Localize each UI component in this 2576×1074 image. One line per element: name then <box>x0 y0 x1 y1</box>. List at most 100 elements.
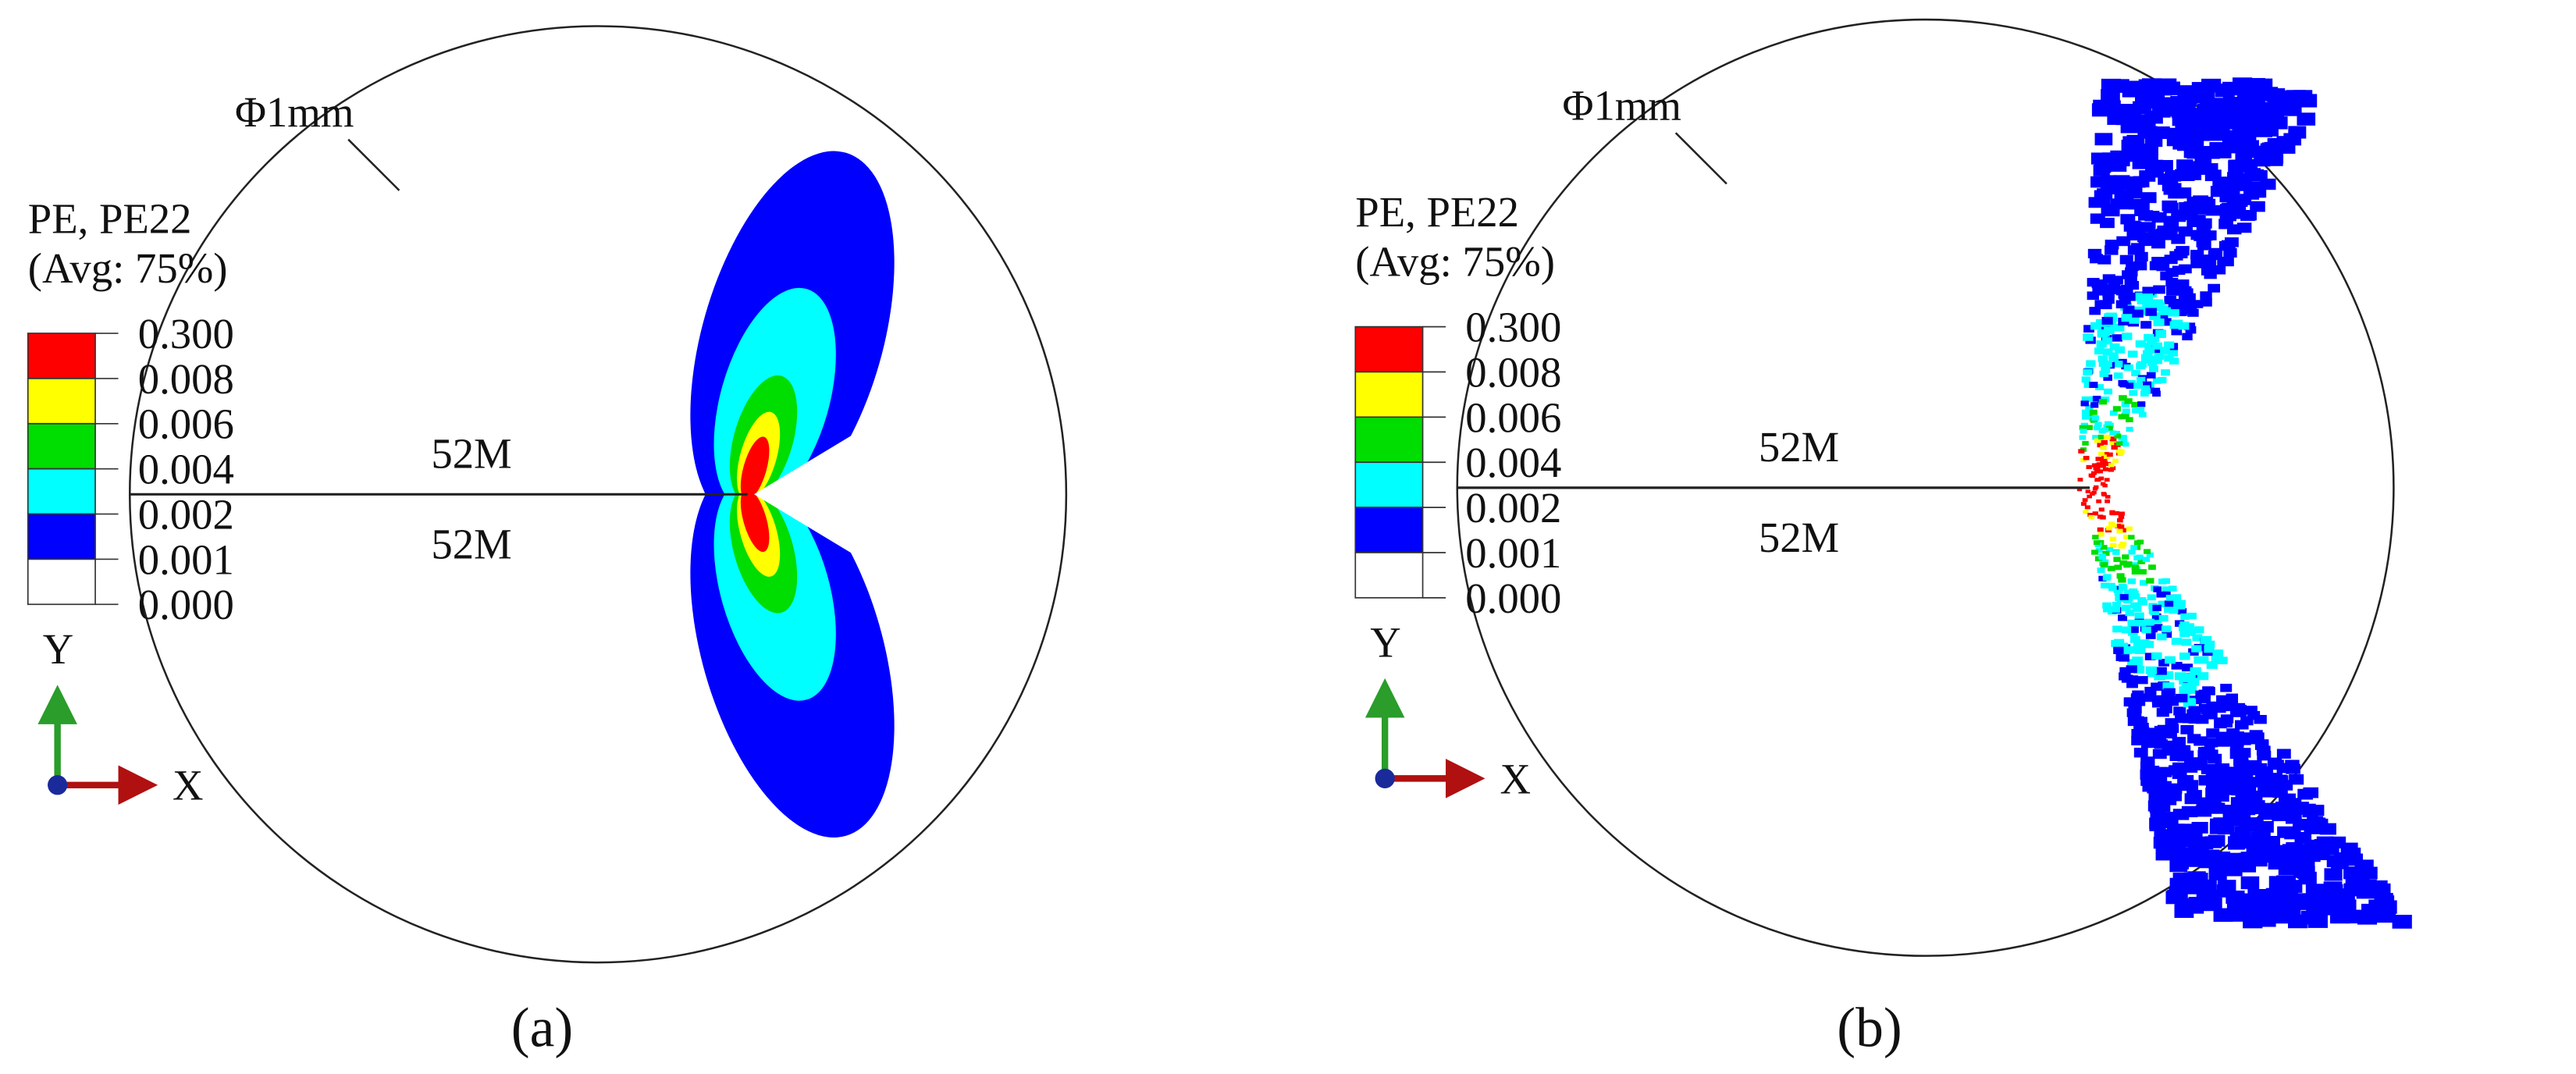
strain-element <box>2158 600 2169 607</box>
strain-element <box>2298 896 2318 910</box>
strain-element <box>2165 268 2179 277</box>
strain-element <box>2288 126 2307 139</box>
strain-element <box>2197 218 2212 229</box>
strain-element <box>2244 706 2258 715</box>
strain-element <box>2234 813 2251 824</box>
strain-element <box>2215 737 2230 747</box>
strain-element <box>2161 586 2171 592</box>
strain-element <box>2138 411 2147 418</box>
strain-element <box>2150 813 2167 824</box>
strain-element <box>2087 494 2092 499</box>
strain-element <box>2098 429 2106 434</box>
strain-element <box>2121 333 2133 340</box>
strain-element <box>2136 676 2148 685</box>
strain-element <box>2112 334 2122 342</box>
strain-element <box>2184 623 2194 631</box>
strain-element <box>2104 478 2110 482</box>
strain-element <box>2126 426 2133 432</box>
strain-element <box>2200 198 2216 210</box>
strain-element <box>2178 226 2194 237</box>
strain-element <box>2108 352 2119 360</box>
legend-label: 0.006 <box>1465 393 1561 441</box>
strain-element <box>2096 499 2102 503</box>
strain-element <box>2114 564 2122 571</box>
strain-element <box>2158 697 2171 706</box>
strain-element <box>2095 318 2108 327</box>
strain-element <box>2114 433 2122 439</box>
strain-element <box>2113 557 2121 562</box>
strain-element <box>2144 686 2157 695</box>
strain-element <box>2114 589 2123 596</box>
strain-element <box>2324 868 2343 881</box>
legend-swatch <box>27 558 96 606</box>
strain-element <box>2103 374 2112 381</box>
strain-element <box>2147 359 2158 366</box>
strain-element <box>2183 201 2199 212</box>
strain-element <box>2105 425 2113 432</box>
strain-element <box>2094 438 2101 443</box>
strain-element <box>2129 635 2140 643</box>
strain-element <box>2157 312 2169 321</box>
strain-element <box>2081 396 2090 403</box>
strain-element <box>2095 286 2108 296</box>
strain-element <box>2102 467 2109 471</box>
strain-element <box>2090 402 2099 408</box>
strain-element <box>2080 400 2089 407</box>
strain-element <box>2131 226 2146 236</box>
strain-element <box>2096 340 2107 348</box>
strain-element <box>2219 784 2235 795</box>
strain-element <box>2129 626 2139 633</box>
strain-element <box>2234 826 2251 838</box>
strain-element <box>2187 734 2201 744</box>
strain-element <box>2187 308 2199 317</box>
strain-element <box>2102 274 2115 283</box>
strain-element <box>2132 605 2142 612</box>
strain-element <box>2079 425 2087 431</box>
strain-element <box>2109 343 2120 351</box>
strain-element <box>2080 429 2087 434</box>
strain-element <box>2269 759 2284 770</box>
strain-element <box>2133 747 2148 758</box>
strain-element <box>2092 487 2098 491</box>
strain-element <box>2179 750 2194 761</box>
crack-label: 52M <box>1759 514 1839 561</box>
strain-element <box>2176 159 2194 172</box>
strain-element <box>2115 595 2124 602</box>
strain-element <box>2100 482 2106 486</box>
strain-element <box>2134 612 2144 619</box>
strain-element <box>2089 382 2098 389</box>
strain-element <box>2121 646 2132 655</box>
strain-element <box>2101 366 2111 374</box>
strain-element <box>2083 325 2094 333</box>
strain-element <box>2230 208 2246 219</box>
strain-element <box>2140 775 2156 786</box>
strain-element <box>2109 466 2116 471</box>
strain-element <box>2108 463 2115 468</box>
strain-element <box>2198 689 2211 699</box>
strain-element <box>2213 702 2226 712</box>
legend-swatch <box>1354 416 1424 464</box>
strain-element <box>2137 559 2145 564</box>
strain-element <box>2113 510 2120 516</box>
strain-element <box>2106 452 2113 457</box>
strain-element <box>2101 89 2120 103</box>
strain-element <box>2232 196 2248 207</box>
strain-element <box>2247 817 2264 829</box>
strain-element <box>2347 909 2367 924</box>
strain-element <box>2151 682 2163 692</box>
strain-element <box>2140 640 2151 648</box>
strain-element <box>2106 422 2114 429</box>
strain-element <box>2113 361 2123 368</box>
strain-element <box>2134 717 2147 727</box>
strain-element <box>2169 357 2179 365</box>
strain-element <box>2222 700 2235 709</box>
strain-element <box>2165 656 2176 664</box>
legend-swatch <box>27 422 96 470</box>
strain-element <box>2097 469 2104 474</box>
strain-element <box>2118 514 2125 519</box>
strain-element <box>2350 875 2370 889</box>
strain-element <box>2102 348 2113 356</box>
legend-subtitle: (Avg: 75%) <box>1355 237 1555 285</box>
strain-element <box>2138 599 2147 606</box>
strain-element <box>2152 624 2163 631</box>
